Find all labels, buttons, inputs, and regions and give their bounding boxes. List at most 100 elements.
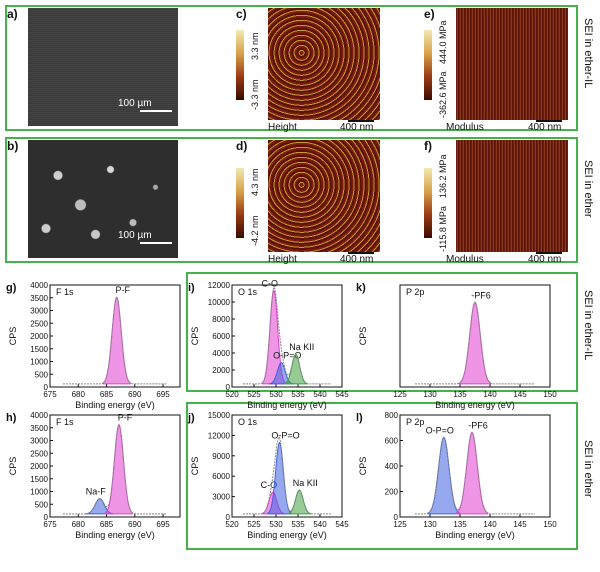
panel-e-label: e) xyxy=(424,7,435,21)
ytick-label-3-4: 2000 xyxy=(30,462,48,471)
ytick-label-3-8: 4000 xyxy=(30,411,48,420)
peak-label-2-0: -PF6 xyxy=(471,290,491,300)
ytick-label-1-1: 2000 xyxy=(212,366,230,375)
peak-label-3-0: Na-F xyxy=(86,487,107,497)
peak-label-1-2: Na KII xyxy=(289,342,314,352)
ytick-label-3-7: 3500 xyxy=(30,424,48,433)
peak-label-0-0: P-F xyxy=(115,285,130,295)
scale-bar-b xyxy=(140,242,172,244)
plot-title-1: O 1s xyxy=(238,287,258,297)
peak-2-0 xyxy=(458,301,492,385)
scale-bar-d xyxy=(348,252,374,254)
scale-bar-f xyxy=(536,252,562,254)
ytick-label-0-2: 1000 xyxy=(30,358,48,367)
colorbar-c xyxy=(236,30,244,100)
ylabel-5: CPS xyxy=(358,457,368,476)
peak-label-3-1: P-F xyxy=(118,413,133,423)
caption-f: Modulus xyxy=(446,254,484,265)
xtick-label-1-2: 530 xyxy=(269,390,283,399)
ytick-label-3-0: 0 xyxy=(44,513,49,522)
envelope-0 xyxy=(63,296,167,385)
xtick-label-3-1: 680 xyxy=(72,520,86,529)
ytick-label-5-0: 0 xyxy=(394,513,399,522)
peak-5-0 xyxy=(427,436,461,515)
peak-label-5-0: O-P=O xyxy=(426,425,454,435)
xtick-label-2-4: 145 xyxy=(513,390,527,399)
ylabel-2: CPS xyxy=(358,327,368,346)
panel-label-5: l) xyxy=(356,412,363,424)
xtick-label-2-3: 140 xyxy=(483,390,497,399)
ytick-label-1-3: 6000 xyxy=(212,332,230,341)
xtick-label-3-0: 675 xyxy=(43,520,57,529)
xlabel-1: Binding energy (eV) xyxy=(247,400,327,410)
row4-frame xyxy=(186,402,578,550)
xlabel-5: Binding energy (eV) xyxy=(435,530,515,540)
ytick-label-4-5: 15000 xyxy=(208,411,231,420)
ylabel-4: CPS xyxy=(190,457,200,476)
scale-label-f: 400 nm xyxy=(528,254,562,265)
plot-frame-2 xyxy=(399,284,551,388)
xlabel-2: Binding energy (eV) xyxy=(435,400,515,410)
peak-label-1-0: C-O xyxy=(262,278,279,288)
xlabel-4: Binding energy (eV) xyxy=(247,530,327,540)
peak-label-4-2: Na KII xyxy=(293,478,318,488)
peak-3-1 xyxy=(104,423,134,515)
xtick-label-2-1: 130 xyxy=(423,390,437,399)
xtick-label-4-5: 545 xyxy=(335,520,349,529)
ytick-label-1-6: 12000 xyxy=(208,281,231,290)
xtick-label-1-0: 520 xyxy=(225,390,239,399)
envelope-1 xyxy=(243,285,331,385)
ytick-label-3-5: 2500 xyxy=(30,449,48,458)
row2-frame xyxy=(5,137,578,263)
panel-label-1: i) xyxy=(188,282,195,294)
xtick-label-3-3: 690 xyxy=(128,520,142,529)
xtick-label-1-1: 525 xyxy=(247,390,261,399)
colorbar-d xyxy=(236,168,244,238)
xtick-label-5-5: 150 xyxy=(543,520,557,529)
ytick-label-0-0: 0 xyxy=(44,383,49,392)
ytick-label-3-1: 500 xyxy=(35,500,49,509)
plot-title-3: F 1s xyxy=(56,417,74,427)
xtick-label-0-4: 695 xyxy=(156,390,170,399)
plot-title-4: O 1s xyxy=(238,417,258,427)
panel-label-4: j) xyxy=(187,412,195,424)
xtick-label-5-3: 140 xyxy=(483,520,497,529)
colorbar-f xyxy=(424,168,432,238)
afm-height-c xyxy=(268,8,380,120)
ytick-label-5-4: 800 xyxy=(385,411,399,420)
ylabel-0: CPS xyxy=(8,327,18,346)
plot-title-2: P 2p xyxy=(406,287,424,297)
ytick-label-0-6: 3000 xyxy=(30,307,48,316)
caption-e: Modulus xyxy=(446,122,484,133)
ytick-label-0-4: 2000 xyxy=(30,332,48,341)
plot-title-0: F 1s xyxy=(56,287,74,297)
envelope-2 xyxy=(415,301,535,385)
row1-frame xyxy=(5,5,578,131)
ytick-label-4-2: 6000 xyxy=(212,472,230,481)
ytick-label-4-4: 12000 xyxy=(208,431,231,440)
xtick-label-4-4: 540 xyxy=(313,520,327,529)
caption-c: Height xyxy=(268,122,297,133)
ytick-label-0-5: 2500 xyxy=(30,319,48,328)
xtick-label-1-4: 540 xyxy=(313,390,327,399)
xtick-label-3-2: 685 xyxy=(100,520,114,529)
xtick-label-4-2: 530 xyxy=(269,520,283,529)
xtick-label-1-3: 535 xyxy=(291,390,305,399)
peak-0-0 xyxy=(102,296,131,385)
xtick-label-4-0: 520 xyxy=(225,520,239,529)
ytick-label-0-7: 3500 xyxy=(30,294,48,303)
scale-label-c: 400 nm xyxy=(340,122,374,133)
xtick-label-0-1: 680 xyxy=(72,390,86,399)
plot-title-5: P 2p xyxy=(406,417,424,427)
xtick-label-2-2: 135 xyxy=(453,390,467,399)
xtick-label-1-5: 545 xyxy=(335,390,349,399)
xlabel-0: Binding energy (eV) xyxy=(75,400,155,410)
xtick-label-3-4: 695 xyxy=(156,520,170,529)
panel-label-2: k) xyxy=(356,282,366,294)
ytick-label-4-3: 9000 xyxy=(212,452,230,461)
ytick-label-0-3: 1500 xyxy=(30,345,48,354)
colorbar-e xyxy=(424,30,432,100)
plot-frame-1 xyxy=(231,284,343,388)
xtick-label-4-1: 525 xyxy=(247,520,261,529)
